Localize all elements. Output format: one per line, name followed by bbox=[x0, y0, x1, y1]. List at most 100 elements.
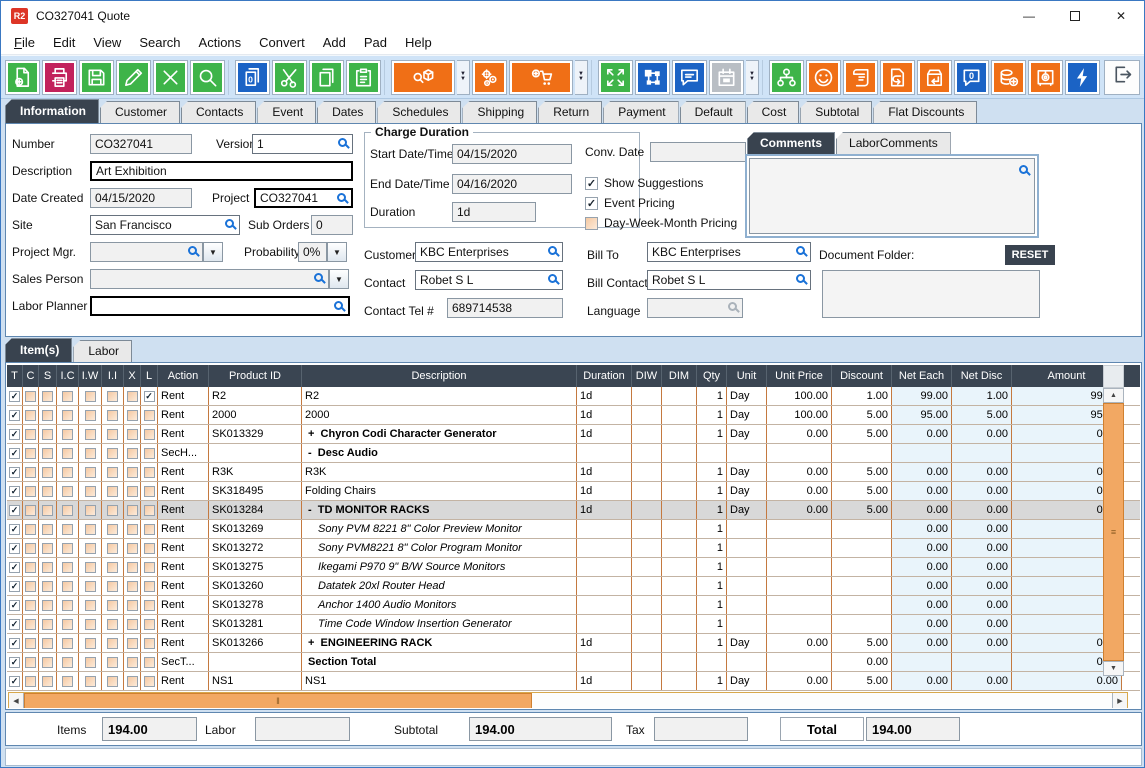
row-checkbox[interactable] bbox=[107, 542, 118, 554]
row-checkbox[interactable] bbox=[62, 409, 73, 421]
table-row[interactable]: ✓ Rent NS1 NS1 1d 1 Day 0.00 5.00 0.00 0.00 0.00 bbox=[7, 672, 1140, 691]
search-icon[interactable] bbox=[225, 219, 234, 228]
row-checkbox[interactable] bbox=[143, 447, 155, 459]
row-checkbox[interactable] bbox=[143, 409, 155, 421]
menu-search[interactable]: Search bbox=[139, 35, 181, 50]
row-checkbox[interactable] bbox=[126, 390, 138, 402]
end-date-field[interactable]: 04/16/2020 bbox=[452, 174, 572, 194]
table-row[interactable]: ✓Rent200020001d1Day100.005.0095.005.0095… bbox=[7, 406, 1140, 425]
row-checkbox[interactable] bbox=[107, 466, 118, 478]
menu-actions[interactable]: Actions bbox=[198, 35, 242, 50]
row-checkbox[interactable] bbox=[42, 409, 53, 421]
table-row[interactable]: ✓ SecH... - Desc Audio bbox=[7, 444, 1140, 463]
table-row[interactable]: ✓ Rent SK013281 Time Code Window Insertion … bbox=[7, 615, 1140, 634]
column-header-unit-price[interactable]: Unit Price bbox=[767, 365, 832, 387]
row-checkbox[interactable] bbox=[107, 447, 118, 459]
row-checkbox[interactable] bbox=[107, 580, 118, 592]
row-checkbox[interactable] bbox=[126, 656, 138, 668]
column-header-x[interactable]: X bbox=[124, 365, 141, 387]
event-pricing-checkbox[interactable]: ✓ bbox=[585, 196, 598, 210]
row-checkbox[interactable] bbox=[126, 485, 138, 497]
row-checkbox[interactable] bbox=[84, 637, 96, 649]
start-date-field[interactable]: 04/15/2020 bbox=[452, 144, 572, 164]
column-header-action[interactable]: Action bbox=[158, 365, 209, 387]
sales-person-dropdown[interactable]: ▼ bbox=[329, 269, 349, 289]
org-chart-button[interactable] bbox=[769, 59, 804, 95]
probability-dropdown[interactable]: ▼ bbox=[327, 242, 347, 262]
edit-button[interactable] bbox=[116, 59, 151, 95]
row-checkbox[interactable] bbox=[42, 523, 53, 535]
search-icon[interactable] bbox=[1019, 165, 1028, 174]
row-checkbox[interactable] bbox=[25, 466, 36, 478]
reset-button[interactable]: RESET bbox=[1005, 245, 1055, 265]
calendar-dropdown[interactable]: ▼ ▼ bbox=[746, 59, 759, 95]
row-checkbox[interactable] bbox=[25, 618, 36, 630]
row-checkbox[interactable] bbox=[42, 485, 53, 497]
row-checkbox[interactable] bbox=[25, 656, 36, 668]
row-checkbox[interactable]: ✓ bbox=[143, 390, 155, 402]
row-checkbox[interactable] bbox=[25, 485, 36, 497]
vertical-scroll-thumb[interactable]: ≡ bbox=[1103, 403, 1124, 661]
row-checkbox[interactable] bbox=[143, 428, 155, 440]
horizontal-scroll-thumb[interactable]: ‖ bbox=[24, 693, 532, 708]
vertical-scrollbar[interactable]: ▲ ≡ ▼ bbox=[1103, 365, 1124, 692]
duration-field[interactable]: 1d bbox=[452, 202, 536, 222]
row-checkbox[interactable] bbox=[84, 599, 96, 611]
menu-convert[interactable]: Convert bbox=[259, 35, 305, 50]
column-header-l[interactable]: L bbox=[141, 365, 158, 387]
row-checkbox[interactable] bbox=[84, 542, 96, 554]
delete-button[interactable] bbox=[153, 59, 188, 95]
row-checkbox[interactable] bbox=[62, 561, 73, 573]
row-checkbox[interactable] bbox=[143, 523, 155, 535]
row-checkbox[interactable] bbox=[42, 466, 53, 478]
column-header-s[interactable]: S bbox=[39, 365, 57, 387]
vault-button[interactable] bbox=[1028, 59, 1063, 95]
column-header-c[interactable]: C bbox=[23, 365, 39, 387]
row-checkbox[interactable] bbox=[126, 561, 138, 573]
row-checkbox[interactable] bbox=[62, 637, 73, 649]
row-checkbox[interactable] bbox=[107, 637, 118, 649]
row-checkbox[interactable] bbox=[143, 580, 155, 592]
menu-view[interactable]: View bbox=[93, 35, 122, 50]
tab-customer[interactable]: Customer bbox=[100, 101, 181, 123]
version-field[interactable]: 1 bbox=[252, 134, 353, 154]
column-header-product-id[interactable]: Product ID bbox=[209, 365, 302, 387]
copy-document-button[interactable]: 0 bbox=[235, 59, 270, 95]
row-checkbox[interactable]: ✓ bbox=[9, 428, 20, 440]
row-checkbox[interactable] bbox=[107, 390, 118, 402]
row-checkbox[interactable] bbox=[42, 561, 53, 573]
document-folder-box[interactable] bbox=[822, 270, 1040, 318]
column-header-net-each[interactable]: Net Each bbox=[892, 365, 952, 387]
row-checkbox[interactable]: ✓ bbox=[9, 675, 20, 687]
row-checkbox[interactable] bbox=[42, 675, 53, 687]
table-row[interactable]: ✓ Rent SK013275 Ikegami P970 9" B/W Source … bbox=[7, 558, 1140, 577]
row-checkbox[interactable]: ✓ bbox=[9, 656, 20, 668]
row-checkbox[interactable] bbox=[42, 656, 53, 668]
row-checkbox[interactable] bbox=[84, 523, 96, 535]
row-checkbox[interactable] bbox=[25, 504, 36, 516]
column-header-i-c[interactable]: I.C bbox=[57, 365, 79, 387]
tab-labor[interactable]: Labor bbox=[73, 340, 133, 362]
contact-tel-field[interactable]: 689714538 bbox=[447, 298, 563, 318]
customer-field[interactable]: KBC Enterprises bbox=[415, 242, 563, 262]
row-checkbox[interactable] bbox=[126, 542, 138, 554]
table-row[interactable]: ✓ Rent SK013260 Datatek 20xl Router Head 1 0.… bbox=[7, 577, 1140, 596]
tab-laborcomments[interactable]: LaborComments bbox=[836, 132, 951, 154]
show-suggestions-checkbox[interactable]: ✓ bbox=[585, 176, 598, 190]
site-field[interactable]: San Francisco bbox=[90, 215, 240, 235]
tab-default[interactable]: Default bbox=[679, 101, 746, 123]
row-checkbox[interactable]: ✓ bbox=[9, 504, 20, 516]
search-icon[interactable] bbox=[338, 138, 347, 147]
menu-file[interactable]: File bbox=[14, 35, 35, 50]
sales-person-field[interactable] bbox=[90, 269, 329, 289]
power-button[interactable] bbox=[1065, 59, 1100, 95]
column-header-unit[interactable]: Unit bbox=[727, 365, 767, 387]
search-icon[interactable] bbox=[548, 246, 557, 255]
row-checkbox[interactable] bbox=[62, 428, 73, 440]
row-checkbox[interactable] bbox=[107, 675, 118, 687]
row-checkbox[interactable] bbox=[62, 618, 73, 630]
row-checkbox[interactable] bbox=[126, 675, 138, 687]
row-checkbox[interactable] bbox=[25, 599, 36, 611]
tab-return[interactable]: Return bbox=[538, 101, 603, 123]
